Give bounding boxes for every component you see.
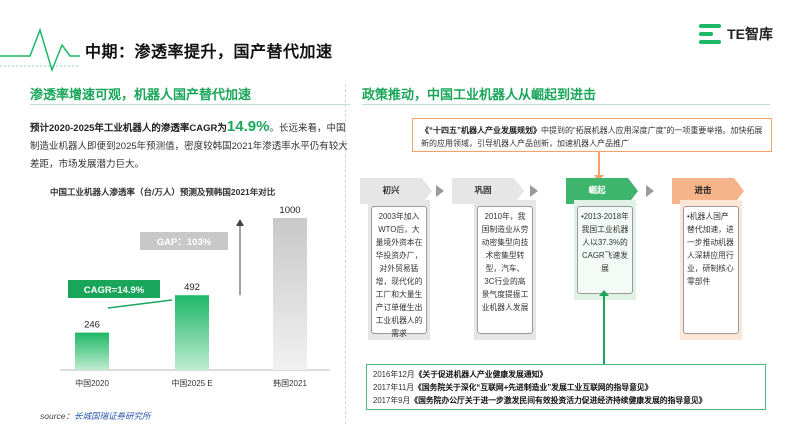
bar <box>273 218 307 370</box>
bar-value-label: 492 <box>184 282 200 293</box>
quote-arrow <box>594 152 604 181</box>
left-title-underline <box>30 104 350 105</box>
bar <box>75 332 109 370</box>
cagr-label: CAGR=14.9% <box>84 285 145 296</box>
quote-title: 《“十四五”机器人产业发展规划》 <box>421 126 541 135</box>
section-divider <box>345 84 346 424</box>
stage-head-1: 初兴 <box>382 185 400 195</box>
stage-card-3-text: •2013-2018年我国工业机器人以37.3%的CAGR飞速发展 <box>577 206 633 294</box>
cagr-box <box>68 280 160 298</box>
stage-card-1-text: 2003年加入WTO后，大量境外资本在华投资办厂，对外贸易猛增，现代化的工厂和大… <box>371 206 427 338</box>
stage-card-3: •2013-2018年我国工业机器人以37.3%的CAGR飞速发展 <box>574 200 636 300</box>
header-pulse-line <box>0 27 80 73</box>
category-label: 中国2025 E <box>171 378 212 388</box>
source-note: source：长城国瑞证券研究所 <box>40 410 151 422</box>
gap-arrowhead <box>236 219 244 226</box>
quote-text: 中提到的“拓展机器人应用深度广度”的一项重要举措。加快拓展新的应用领域，引导机器… <box>421 126 763 148</box>
bar-value-label: 246 <box>84 320 100 331</box>
page-title: 中期：渗透率提升，国产替代加速 <box>85 44 333 61</box>
bar-chart: 246 中国2020 492 中国2025 E 1000 韩国2021 GAP：103% CA… <box>60 205 330 388</box>
source-name: 长城国瑞证券研究所 <box>74 411 151 421</box>
stage-card-2: 2010年，我国制造业从劳动密集型向技术密集型转型，汽车、3C行业的高景气度提振… <box>474 200 536 340</box>
category-label: 中国2020 <box>75 378 109 388</box>
para-lead: 预计2020-2025年工业机器人的渗透率CAGR为 <box>30 123 227 134</box>
cagr-line <box>107 299 173 309</box>
bar-value-label: 1000 <box>279 205 300 216</box>
stage-chevrons <box>360 178 744 204</box>
stage-card-1: 2003年加入WTO后，大量境外资本在华投资办厂，对外贸易猛增，现代化的工厂和大… <box>368 200 430 340</box>
stage-head-3: 崛起 <box>588 185 606 195</box>
policy-item: 2016年12月《关于促进机器人产业健康发展通知》 <box>373 370 548 379</box>
logo-icon <box>699 24 722 44</box>
right-title-underline <box>362 104 770 105</box>
right-section-title: 政策推动，中国工业机器人从崛起到进击 <box>362 87 597 102</box>
left-section-title: 渗透率增速可观，机器人国产替代加速 <box>30 87 252 102</box>
stage-card-4: •机器人国产替代加速，进一步推动机器人深耕应用行业，研制核心零部件 <box>680 200 742 340</box>
left-paragraph: 预计2020-2025年工业机器人的渗透率CAGR为14.9%。长远来看，中国制… <box>30 118 348 174</box>
stage-card-4-text: •机器人国产替代加速，进一步推动机器人深耕应用行业，研制核心零部件 <box>683 206 739 334</box>
plan-quote-box: 《“十四五”机器人产业发展规划》中提到的“拓展机器人应用深度广度”的一项重要举措… <box>412 118 772 152</box>
policy-item: 2017年9月《国务院办公厅关于进一步激发民间有效投资活力促进经济持续健康发展的… <box>373 396 707 405</box>
logo: TE智库 <box>699 24 773 44</box>
stage-head-4: 进击 <box>694 185 712 195</box>
policy-list: 2016年12月《关于促进机器人产业健康发展通知》 2017年11月《国务院关于… <box>366 364 766 410</box>
policy-item: 2017年11月《国务院关于深化“互联网+先进制造业”发展工业互联网的指导意见》 <box>373 383 653 392</box>
stage-card-2-text: 2010年，我国制造业从劳动密集型向技术密集型转型，汽车、3C行业的高景气度提振… <box>477 206 533 334</box>
para-rest: 。长远来看，中国制造业机器人即便到2025年预测值，密度较韩国2021年渗透率水… <box>30 123 348 170</box>
policy-arrow <box>599 290 609 365</box>
logo-text: TE智库 <box>727 26 773 42</box>
chart-title: 中国工业机器人渗透率（台/万人）预测及预韩国2021年对比 <box>50 187 276 197</box>
gap-label: GAP：103% <box>157 237 212 248</box>
stage-head-2: 巩固 <box>474 185 492 195</box>
category-label: 韩国2021 <box>273 378 307 388</box>
bar <box>175 295 209 370</box>
gap-box <box>140 232 228 250</box>
para-rate: 14.9% <box>226 118 270 135</box>
source-label: source： <box>40 411 75 421</box>
